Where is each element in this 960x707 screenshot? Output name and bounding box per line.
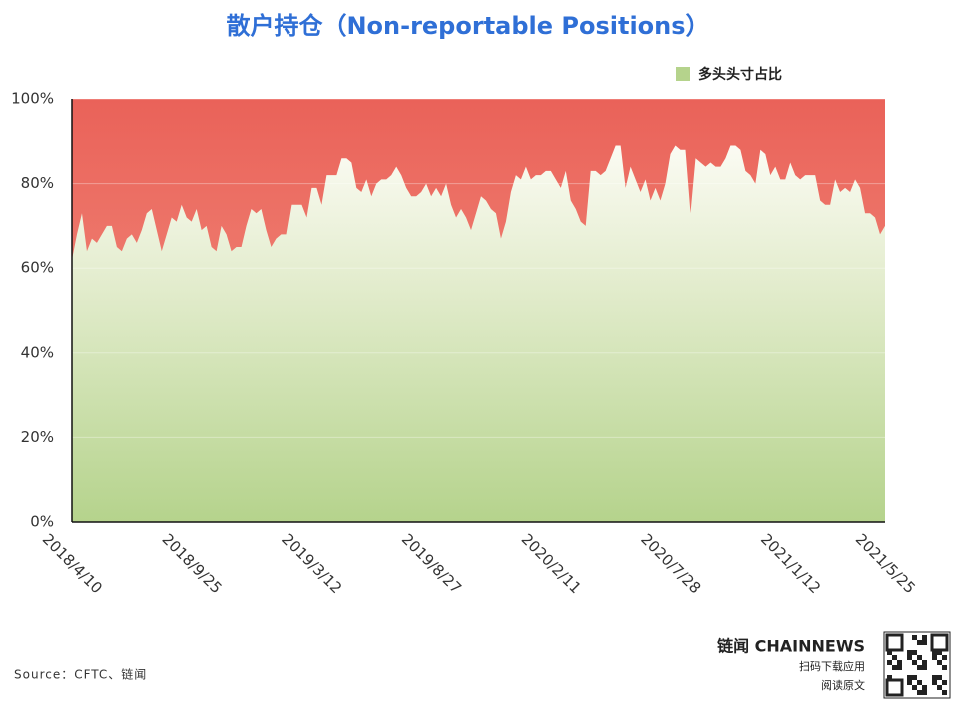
x-tick-label: 2021/1/12 bbox=[757, 530, 824, 597]
x-tick-label: 2019/8/27 bbox=[398, 530, 465, 597]
qr-cell bbox=[917, 640, 922, 645]
qr-cell bbox=[942, 655, 947, 660]
qr-cell bbox=[922, 640, 927, 645]
y-tick-label: 40% bbox=[21, 343, 54, 361]
qr-cell bbox=[932, 675, 937, 680]
x-tick-label: 2019/3/12 bbox=[278, 530, 345, 597]
qr-cell bbox=[917, 680, 922, 685]
qr-cell bbox=[917, 690, 922, 695]
x-tick-label: 2020/7/28 bbox=[637, 530, 704, 597]
qr-finder bbox=[930, 633, 949, 652]
y-tick-label: 0% bbox=[30, 513, 54, 531]
qr-cell bbox=[907, 680, 912, 685]
qr-cell bbox=[917, 665, 922, 670]
x-tick-label: 2020/2/11 bbox=[518, 530, 585, 597]
y-tick-label: 20% bbox=[21, 428, 54, 446]
y-tick-label: 100% bbox=[11, 90, 54, 108]
qr-cell bbox=[937, 650, 942, 655]
brand-line: 阅读原文 bbox=[821, 678, 865, 692]
qr-cell bbox=[912, 650, 917, 655]
x-tick-label: 2018/9/25 bbox=[158, 530, 225, 597]
qr-cell bbox=[912, 660, 917, 665]
qr-cell bbox=[892, 655, 897, 660]
qr-cell bbox=[917, 655, 922, 660]
qr-cell bbox=[887, 650, 892, 655]
qr-cell bbox=[912, 675, 917, 680]
brand: 链闻 CHAINNEWS bbox=[717, 637, 865, 656]
area bbox=[72, 145, 885, 522]
qr-cell bbox=[922, 635, 927, 640]
qr-cell bbox=[932, 680, 937, 685]
qr-cell bbox=[942, 690, 947, 695]
qr-cell bbox=[897, 660, 902, 665]
qr-cell bbox=[897, 665, 902, 670]
qr-finder bbox=[885, 678, 904, 697]
qr-cell bbox=[937, 675, 942, 680]
qr-cell bbox=[942, 665, 947, 670]
qr-cell bbox=[892, 665, 897, 670]
qr-cell bbox=[922, 665, 927, 670]
x-tick-label: 2018/4/10 bbox=[39, 530, 106, 597]
qr-cell bbox=[887, 675, 892, 680]
legend-label: 多头头寸占比 bbox=[698, 66, 782, 83]
qr-cell bbox=[907, 675, 912, 680]
qr-cell bbox=[932, 655, 937, 660]
brand-line: 扫码下载应用 bbox=[799, 659, 865, 673]
qr-cell bbox=[937, 660, 942, 665]
qr-cell bbox=[922, 660, 927, 665]
qr-cell bbox=[922, 685, 927, 690]
x-tick-label: 2021/5/25 bbox=[852, 530, 919, 597]
y-tick-label: 80% bbox=[21, 174, 54, 192]
qr-cell bbox=[887, 660, 892, 665]
qr-cell bbox=[922, 690, 927, 695]
qr-cell bbox=[912, 635, 917, 640]
qr-cell bbox=[932, 650, 937, 655]
qr-cell bbox=[912, 685, 917, 690]
qr-cell bbox=[937, 685, 942, 690]
legend-swatch bbox=[676, 67, 690, 81]
qr-cell bbox=[907, 655, 912, 660]
chart-title: 散户持仓（Non-reportable Positions） bbox=[226, 12, 709, 40]
qr-code bbox=[883, 631, 951, 699]
source: Source：CFTC、链闻 bbox=[14, 667, 147, 682]
qr-cell bbox=[907, 650, 912, 655]
qr-cell bbox=[942, 680, 947, 685]
y-tick-label: 60% bbox=[21, 259, 54, 277]
qr-finder bbox=[885, 633, 904, 652]
